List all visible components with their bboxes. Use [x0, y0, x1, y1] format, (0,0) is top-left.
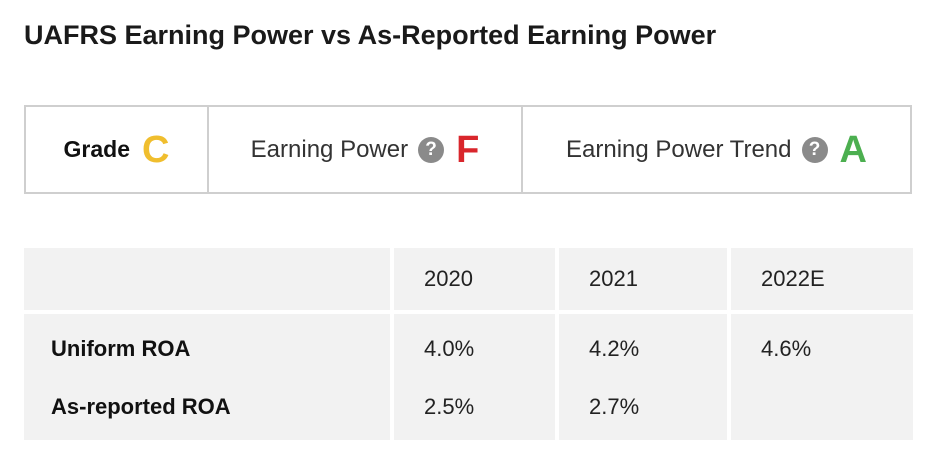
grade-letter: C	[142, 128, 170, 171]
row-label-as-reported-roa: As-reported ROA	[51, 394, 231, 419]
question-circle-icon[interactable]: ?	[418, 136, 445, 163]
table-header-empty	[24, 248, 390, 310]
earning-power-cell: Earning Power ? F	[209, 107, 523, 192]
roa-table: 2020 2021 2022E Uniform ROA As-reported …	[24, 248, 913, 440]
page-title: UAFRS Earning Power vs As-Reported Earni…	[24, 20, 717, 50]
table-cell: 2.5%	[424, 394, 475, 419]
column-2020: 4.0% 2.5%	[394, 314, 555, 440]
grade-label: Grade	[63, 136, 131, 162]
row-labels-column: Uniform ROA As-reported ROA	[24, 314, 390, 440]
column-2022e: 4.6%	[731, 314, 913, 440]
table-cell: 4.2%	[589, 336, 640, 361]
table-cell: 2.7%	[589, 394, 640, 419]
table-cell: 4.0%	[424, 336, 475, 361]
table-cell	[761, 393, 913, 421]
table-header-2021: 2021	[559, 248, 727, 310]
earning-power-trend-letter: A	[839, 128, 867, 171]
earning-power-letter: F	[456, 128, 480, 171]
earning-power-trend-label: Earning Power Trend	[566, 135, 792, 163]
row-label-uniform-roa: Uniform ROA	[51, 336, 191, 361]
grades-panel: Grade C Earning Power ? F Earning Power …	[24, 105, 912, 194]
table-cell: 4.6%	[761, 336, 812, 361]
grade-cell: Grade C	[26, 107, 209, 192]
table-header-2020: 2020	[394, 248, 555, 310]
earning-power-trend-cell: Earning Power Trend ? A	[523, 107, 910, 192]
column-2021: 4.2% 2.7%	[559, 314, 727, 440]
question-circle-icon[interactable]: ?	[801, 136, 828, 163]
table-header-2022e: 2022E	[731, 248, 913, 310]
earning-power-label: Earning Power	[250, 135, 409, 163]
